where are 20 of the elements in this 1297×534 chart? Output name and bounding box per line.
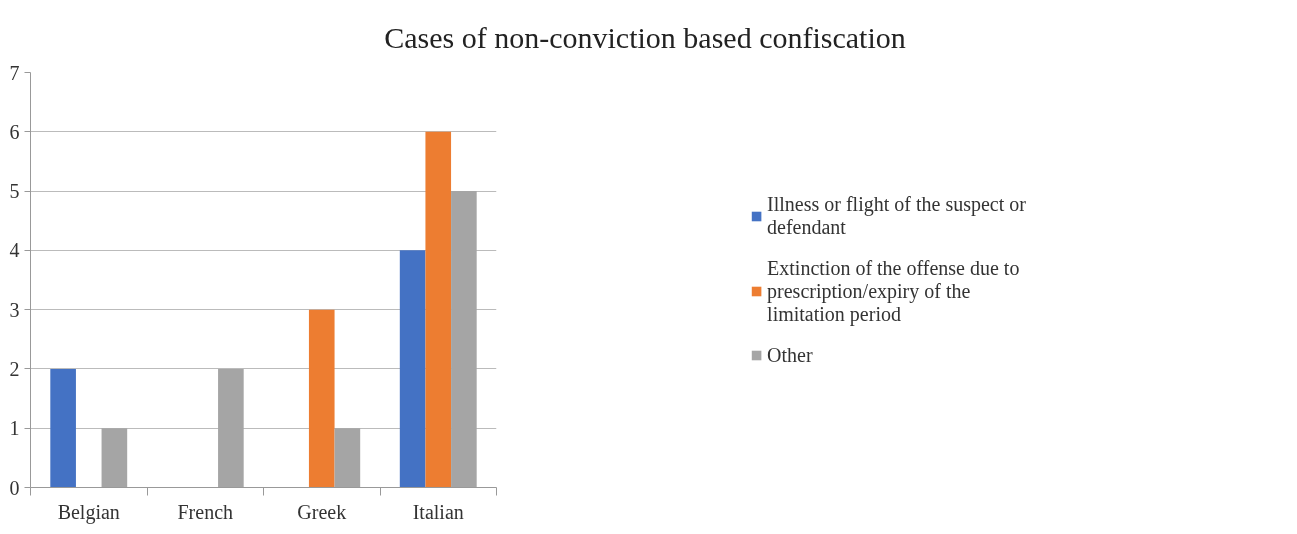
legend-label: Extinction of the offense due to prescription/expiry of the limitation period bbox=[767, 256, 1020, 326]
x-tick-label: Belgian bbox=[57, 500, 120, 524]
bar bbox=[308, 309, 335, 488]
y-tick-label: 6 bbox=[9, 120, 20, 143]
bar bbox=[425, 131, 452, 488]
y-tick-label: 0 bbox=[9, 476, 20, 499]
x-tick-label: French bbox=[177, 500, 234, 523]
y-tick-label: 5 bbox=[9, 180, 20, 203]
x-tick-label: Greek bbox=[297, 500, 347, 523]
y-tick-label: 3 bbox=[9, 298, 20, 321]
legend-label: Illness or flight of the suspect or defendant bbox=[767, 192, 1026, 239]
text: Cases of non-conviction based confiscation bbox=[384, 20, 906, 56]
bar bbox=[399, 250, 426, 488]
bar bbox=[50, 368, 76, 488]
y-tick-label: 4 bbox=[9, 239, 20, 262]
y-tick-label: 2 bbox=[9, 357, 20, 380]
y-tick-label: 1 bbox=[9, 417, 20, 440]
x-tick-label: Italian bbox=[412, 500, 464, 523]
y-tick-label: 7 bbox=[9, 61, 20, 84]
legend-label: Other bbox=[767, 343, 813, 367]
